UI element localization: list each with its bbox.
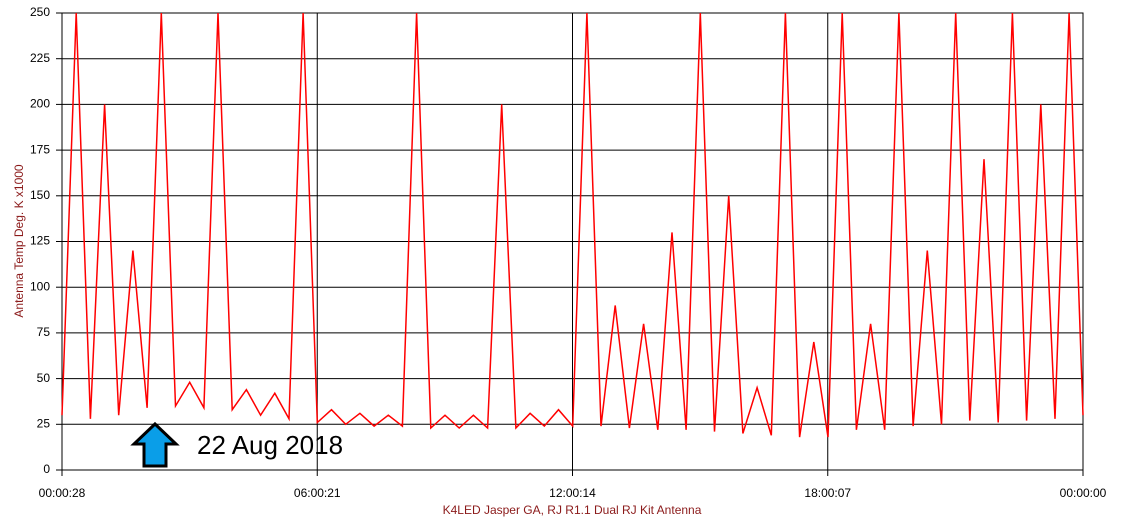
y-tick-label: 225 bbox=[30, 51, 50, 65]
y-tick-label: 75 bbox=[37, 325, 51, 339]
y-tick-label: 100 bbox=[30, 279, 50, 293]
x-tick-label: 06:00:21 bbox=[294, 486, 341, 500]
y-tick-label: 175 bbox=[30, 142, 50, 156]
x-tick-label: 00:00:28 bbox=[39, 486, 86, 500]
x-axis-label: K4LED Jasper GA, RJ R1.1 Dual RJ Kit Ant… bbox=[443, 503, 702, 517]
x-tick-label: 12:00:14 bbox=[549, 486, 596, 500]
arrow-icon bbox=[130, 421, 180, 468]
data-line bbox=[61, 12, 1084, 438]
y-tick-label: 0 bbox=[43, 462, 50, 476]
annotation: 22 Aug 2018 bbox=[197, 430, 343, 460]
y-tick-label: 250 bbox=[30, 5, 50, 19]
y-tick-label: 50 bbox=[37, 371, 51, 385]
y-tick-label: 25 bbox=[37, 416, 51, 430]
y-tick-label: 150 bbox=[30, 188, 50, 202]
y-tick-label: 200 bbox=[30, 97, 50, 111]
y-axis-label: Antenna Temp Deg. K x1000 bbox=[12, 164, 26, 318]
x-tick-label: 18:00:07 bbox=[804, 486, 851, 500]
y-tick-label: 125 bbox=[30, 234, 50, 248]
x-tick-label: 00:00:00 bbox=[1060, 486, 1107, 500]
